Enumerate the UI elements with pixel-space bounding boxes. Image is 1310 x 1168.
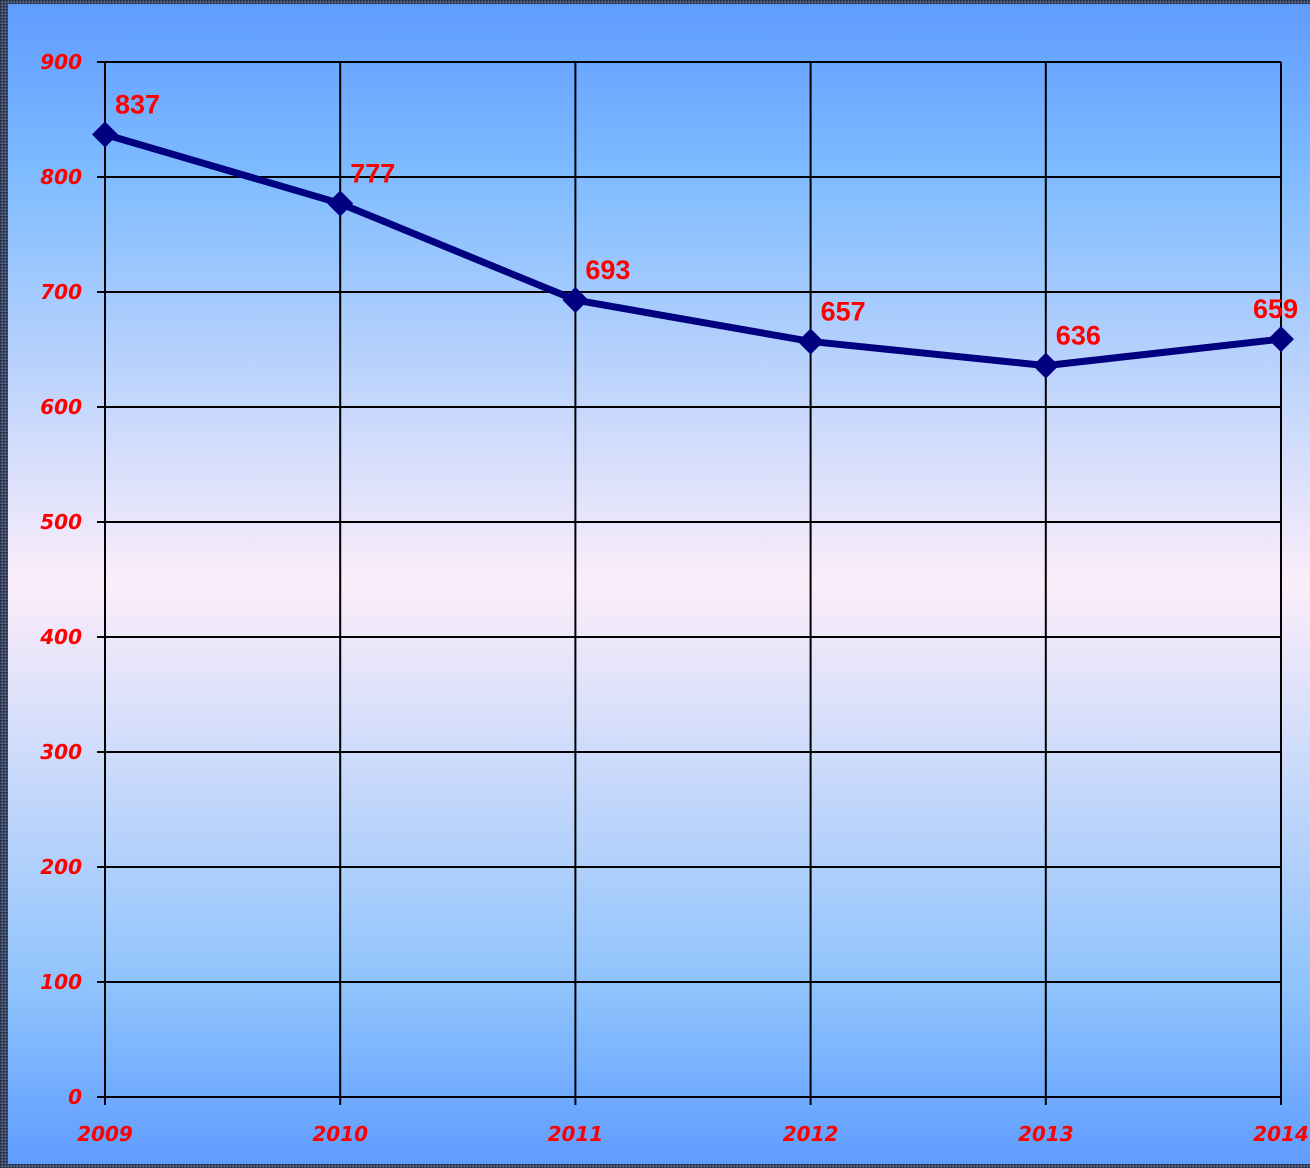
y-tick-label: 900 bbox=[40, 50, 82, 74]
x-tick-label: 2011 bbox=[548, 1122, 604, 1146]
value-label: 837 bbox=[115, 89, 160, 119]
y-tick-label: 0 bbox=[68, 1085, 82, 1109]
marker bbox=[1268, 326, 1294, 353]
y-tick-label: 600 bbox=[40, 395, 82, 419]
x-tick-label: 2012 bbox=[783, 1122, 839, 1146]
x-tick-label: 2013 bbox=[1018, 1122, 1074, 1146]
marker bbox=[327, 190, 354, 217]
y-tick-label: 300 bbox=[40, 740, 82, 764]
value-label: 657 bbox=[821, 296, 866, 326]
line bbox=[104, 131, 1282, 370]
x-tick-label: 2009 bbox=[77, 1122, 133, 1146]
marker bbox=[797, 328, 824, 355]
marker bbox=[92, 121, 118, 148]
y-tick-label: 200 bbox=[40, 855, 82, 879]
plot-background bbox=[8, 4, 1310, 1164]
y-tick-label: 100 bbox=[40, 970, 82, 994]
x-tick-label: 2010 bbox=[312, 1122, 368, 1146]
value-label: 693 bbox=[585, 255, 630, 285]
marker bbox=[1032, 352, 1059, 379]
value-label: 659 bbox=[1253, 294, 1298, 324]
y-tick-label: 700 bbox=[40, 280, 82, 304]
y-tick-label: 400 bbox=[39, 625, 82, 649]
y-tick-label: 800 bbox=[40, 165, 82, 189]
y-tick-label: 500 bbox=[40, 510, 82, 534]
marker bbox=[562, 287, 589, 314]
x-tick-label: 2014 bbox=[1253, 1122, 1309, 1146]
value-label: 636 bbox=[1056, 321, 1101, 351]
value-label: 777 bbox=[350, 158, 395, 188]
